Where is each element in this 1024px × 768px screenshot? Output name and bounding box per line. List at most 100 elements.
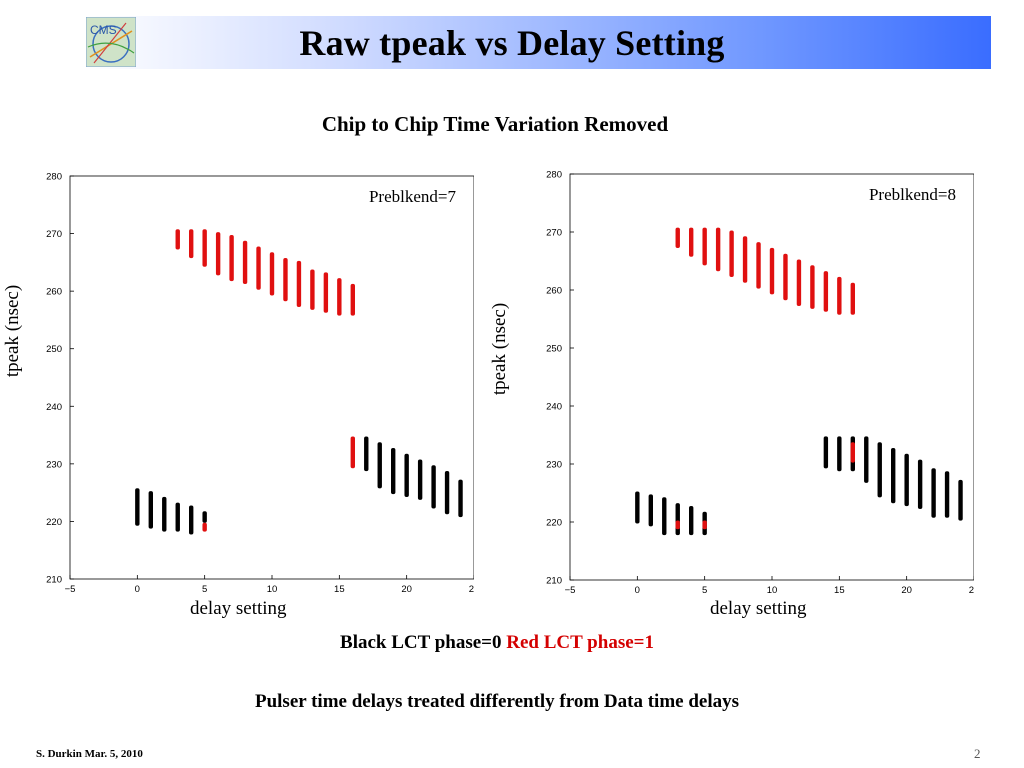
title-bar: [84, 16, 991, 69]
y-tick-label: 270: [546, 228, 562, 239]
x-tick-label: 10: [767, 585, 778, 596]
black-point-column: [823, 436, 829, 469]
red-point-column: [175, 229, 180, 250]
black-point-column: [689, 506, 694, 536]
black-point-column: [162, 496, 167, 532]
black-point-column: [917, 459, 923, 509]
x-tick-label: 10: [267, 584, 278, 595]
annotation-preblkend: Preblkend=8: [869, 185, 956, 204]
red-point-column: [675, 227, 680, 248]
y-axis-label-left: tpeak (nsec): [2, 284, 24, 378]
legend-text: Black LCT phase=0 Red LCT phase=1: [0, 632, 994, 654]
black-point-column: [864, 436, 869, 483]
black-point-column: [958, 479, 963, 521]
black-point-column: [391, 447, 396, 495]
y-tick-label: 280: [546, 170, 562, 181]
red-point-column: [850, 282, 855, 315]
x-tick-label: 20: [901, 585, 912, 596]
y-tick-label: 230: [46, 459, 62, 470]
red-point-column: [702, 227, 707, 266]
red-point-column: [783, 253, 788, 301]
red-point-column: [189, 229, 194, 259]
y-tick-label: 240: [46, 402, 62, 413]
y-tick-label: 220: [46, 517, 62, 528]
black-point-column: [635, 491, 640, 524]
black-point-column: [458, 479, 463, 518]
x-tick-label: 5: [202, 584, 207, 595]
red-point-column: [715, 227, 721, 272]
x-tick-label: 25: [969, 585, 974, 596]
black-point-column: [662, 497, 667, 536]
y-tick-label: 260: [546, 286, 562, 297]
red-point-column: [702, 520, 707, 530]
slide-title: Raw tpeak vs Delay Setting: [299, 23, 725, 63]
red-point-column: [756, 242, 761, 289]
red-point-column: [283, 257, 288, 302]
black-point-column: [148, 491, 153, 529]
red-point-column: [769, 247, 775, 295]
black-point-column: [202, 511, 207, 523]
red-point-column: [742, 236, 748, 283]
red-point-column: [837, 276, 842, 315]
black-point-column: [189, 505, 194, 535]
black-point-column: [404, 453, 409, 498]
red-point-column: [269, 252, 275, 296]
page-number: 2: [974, 746, 981, 761]
x-tick-label: −5: [565, 585, 576, 596]
y-tick-label: 250: [46, 344, 62, 355]
x-tick-label: 0: [635, 585, 640, 596]
black-point-column: [648, 494, 653, 527]
author-date: S. Durkin Mar. 5, 2010: [36, 748, 143, 760]
red-point-column: [796, 259, 802, 306]
black-point-column: [135, 488, 140, 526]
chart-preblkend-7: −5 0 5 10 15 20 25 210 220 230 240 250 260 270 280 Preb…: [46, 172, 474, 595]
black-point-column: [944, 471, 950, 518]
red-point-column: [310, 269, 315, 310]
black-point-column: [175, 502, 180, 532]
x-tick-label: 20: [401, 584, 412, 595]
red-point-column: [202, 229, 207, 267]
annotation-preblkend: Preblkend=7: [369, 187, 457, 206]
red-point-column: [256, 246, 261, 290]
y-tick-label: 210: [46, 575, 62, 586]
red-point-column: [350, 436, 355, 469]
red-point-column: [229, 234, 234, 282]
y-tick-label: 260: [46, 287, 62, 298]
red-point-column: [202, 522, 207, 532]
x-axis-label-left: delay setting: [190, 598, 287, 619]
y-tick-label: 210: [546, 576, 562, 587]
x-tick-label: 5: [702, 585, 707, 596]
svg-text:CMS: CMS: [90, 23, 117, 37]
black-point-column: [837, 436, 842, 472]
red-point-column: [215, 232, 221, 276]
chart-preblkend-8: −5 0 5 10 15 20 25 210 220 230 240 250 260 270 280 Preb…: [546, 170, 974, 596]
black-point-column: [904, 453, 909, 507]
y-tick-label: 230: [546, 460, 562, 471]
red-point-column: [350, 283, 355, 316]
y-tick-label: 220: [546, 518, 562, 529]
red-point-column: [729, 230, 734, 277]
y-axis-label-right: tpeak (nsec): [489, 302, 511, 396]
black-point-column: [675, 503, 680, 536]
x-tick-label: 0: [135, 584, 140, 595]
red-point-column: [810, 265, 815, 309]
red-point-column: [337, 278, 342, 316]
red-point-column: [296, 260, 302, 308]
plot-frame: [569, 173, 974, 581]
footnote: Pulser time delays treated differently f…: [254, 691, 740, 712]
legend-black: Black LCT phase=0: [340, 632, 502, 653]
plot-frame: [69, 175, 474, 580]
red-point-column: [675, 520, 680, 530]
black-point-column: [431, 465, 436, 509]
slide-subtitle: Chip to Chip Time Variation Removed: [321, 112, 669, 136]
black-point-column: [377, 442, 382, 489]
y-tick-label: 280: [46, 172, 62, 183]
x-tick-label: 25: [469, 584, 474, 595]
x-tick-label: 15: [334, 584, 345, 595]
black-point-column: [417, 459, 423, 500]
x-tick-label: −5: [65, 584, 76, 595]
y-tick-label: 250: [546, 344, 562, 355]
black-point-column: [364, 436, 369, 472]
red-point-column: [850, 442, 855, 463]
black-point-column: [931, 468, 936, 518]
